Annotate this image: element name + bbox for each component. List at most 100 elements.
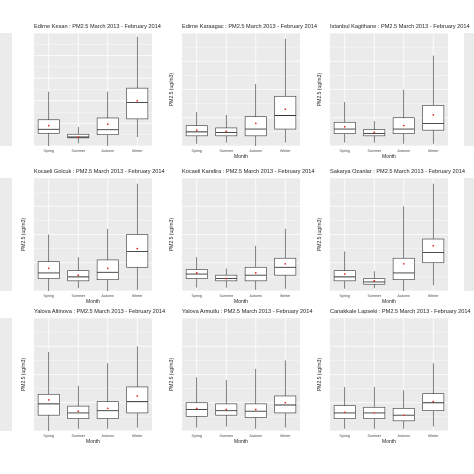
x-tick-label: Spring (44, 149, 54, 153)
box-spring (333, 386, 356, 429)
x-tick-label: Autumn (250, 149, 262, 153)
x-tick-label: Spring (340, 294, 350, 298)
panel-title: Kocaeli Golcuk : PM2.5 March 2013 - Febr… (34, 169, 165, 175)
box-summer (67, 127, 90, 144)
mean-point (432, 114, 435, 116)
edge-panel-right (464, 33, 474, 146)
box-iqr (126, 87, 149, 120)
mean-point (373, 279, 376, 282)
panel-title: Istanbul Kagithane : PM2.5 March 2013 - … (330, 24, 470, 30)
mean-point (343, 125, 346, 128)
x-tick-label: Summer (219, 294, 233, 298)
box-iqr (422, 105, 445, 131)
x-tick-label: Autumn (102, 294, 114, 298)
panel-7: Spring Summer Autumn Winter Yalova Altinova … (21, 309, 165, 445)
box-autumn (392, 390, 415, 429)
x-tick-label: Summer (367, 149, 381, 153)
mean-point (432, 400, 435, 403)
x-tick-label: Autumn (250, 294, 262, 298)
panel-title: Canakkale Lapseki : PM2.5 March 2013 - F… (330, 309, 471, 315)
mean-point (47, 124, 50, 127)
mean-point (343, 273, 346, 275)
panel-3: Spring Summer Autumn Winter Istanbul Kagitha… (317, 24, 470, 160)
y-axis-title: PM2.5 (ug/m3) (317, 218, 323, 251)
mean-point (106, 123, 109, 126)
x-tick-label: Spring (192, 149, 202, 153)
box-summer (363, 271, 386, 289)
x-tick-label: Spring (340, 434, 350, 438)
box-iqr (37, 261, 60, 279)
mean-point (195, 272, 198, 274)
edge-panel-left (0, 318, 12, 431)
box-winter (274, 360, 297, 428)
x-tick-label: Autumn (250, 434, 262, 438)
mean-point (225, 277, 228, 280)
panel-4: Spring Summer Autumn Winter Kocaeli Golcuk :… (21, 169, 165, 305)
y-axis-title: PM2.5 (ug/m3) (169, 73, 175, 106)
box-spring (333, 101, 356, 143)
x-tick-label: Winter (280, 294, 291, 298)
edge-panel-left (0, 178, 12, 291)
box-autumn (96, 91, 119, 146)
mean-point (77, 410, 80, 413)
box-iqr (67, 405, 90, 419)
box-autumn (96, 363, 119, 429)
edge-panel-right (464, 178, 474, 291)
edge-panel-left (0, 33, 12, 146)
x-tick-label: Spring (44, 434, 54, 438)
x-tick-label: Spring (192, 294, 202, 298)
panel-title: Yalova Altinova : PM2.5 March 2013 - Feb… (34, 309, 165, 315)
x-axis-title: Month (382, 299, 396, 305)
panel-title: Sakarya Ozanlar : PM2.5 March 2013 - Feb… (330, 169, 465, 175)
box-spring (185, 377, 208, 428)
x-axis-title: Month (382, 154, 396, 160)
mean-point (284, 262, 287, 265)
mean-point (106, 407, 109, 410)
box-winter (126, 36, 149, 137)
box-spring (37, 91, 60, 146)
x-tick-label: Autumn (102, 434, 114, 438)
mean-point (402, 262, 405, 265)
mean-point (254, 122, 257, 125)
box-summer (215, 114, 238, 143)
box-winter (422, 183, 445, 286)
x-axis-title: Month (234, 439, 248, 445)
panel-title: Kocaeli Kandira : PM2.5 March 2013 - Feb… (182, 169, 314, 175)
mean-point (284, 108, 287, 111)
mean-point (373, 412, 376, 414)
y-axis-title: PM2.5 (ug/m3) (21, 358, 27, 391)
mean-point (136, 99, 139, 102)
box-iqr (333, 121, 356, 134)
x-tick-label: Spring (44, 294, 54, 298)
box-summer (67, 257, 90, 289)
mean-point (225, 408, 228, 411)
box-iqr (96, 117, 119, 135)
box-iqr (126, 386, 149, 414)
box-autumn (96, 228, 119, 291)
panel-1: Spring Summer Autumn Winter Edirne Kesan : P… (34, 24, 161, 153)
mean-point (432, 244, 435, 247)
x-axis-title: Month (234, 299, 248, 305)
box-summer (215, 380, 238, 427)
box-summer (363, 121, 386, 143)
box-iqr (244, 266, 267, 282)
panel-title: Edirne Kesan : PM2.5 March 2013 - Februa… (34, 24, 161, 30)
mean-point (343, 411, 346, 414)
y-axis-title: PM2.5 (ug/m3) (317, 73, 323, 106)
mean-point (195, 129, 198, 132)
x-tick-label: Summer (219, 434, 233, 438)
box-iqr (274, 95, 297, 130)
x-tick-label: Summer (219, 149, 233, 153)
mean-point (195, 407, 198, 410)
panel-2: Spring Summer Autumn Winter Edirne Karaagac … (169, 24, 317, 160)
y-axis-title: PM2.5 (ug/m3) (169, 218, 175, 251)
box-iqr (96, 401, 119, 419)
box-autumn (392, 89, 415, 144)
x-tick-label: Winter (428, 434, 439, 438)
box-winter (422, 363, 445, 427)
x-tick-label: Summer (71, 149, 85, 153)
mean-point (136, 395, 139, 397)
x-tick-label: Winter (280, 149, 291, 153)
x-tick-label: Summer (71, 434, 85, 438)
box-winter (274, 38, 297, 143)
